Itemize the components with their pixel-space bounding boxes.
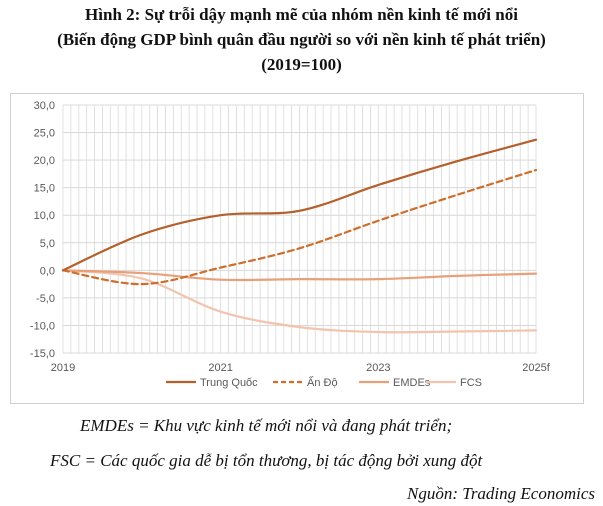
figure-title: Hình 2: Sự trỗi dậy mạnh mẽ của nhóm nền… xyxy=(0,2,603,77)
series-line-fcs xyxy=(61,269,538,334)
legend-label-emdes: EMDEs xyxy=(393,377,431,389)
legend-label-an-do: Ấn Độ xyxy=(307,376,338,389)
x-tick-label: 2023 xyxy=(366,362,390,374)
y-tick-label: 15,0 xyxy=(34,183,55,195)
y-tick-label: 0,0 xyxy=(40,265,55,277)
x-tick-label: 2021 xyxy=(208,362,232,374)
legend-label-trung-quoc: Trung Quốc xyxy=(200,377,258,389)
series-line-trung-quoc xyxy=(61,138,538,272)
y-tick-label: 20,0 xyxy=(34,155,55,167)
legend-label-fcs: FCS xyxy=(460,377,482,389)
series-line-emdes xyxy=(61,269,538,282)
y-tick-label: -5,0 xyxy=(36,293,55,305)
line-chart: 30,0 25,0 20,0 15,0 10,0 5,0 0,0 -5,0 -10,0 -15,0… xyxy=(30,100,551,389)
source-note: Nguồn: Trading Economics xyxy=(407,484,595,503)
x-tick-label: 2025f xyxy=(522,362,550,374)
chart-frame: 30,0 25,0 20,0 15,0 10,0 5,0 0,0 -5,0 -10,0 -15,0… xyxy=(10,93,584,404)
figure-title-line-1: Hình 2: Sự trỗi dậy mạnh mẽ của nhóm nền… xyxy=(85,5,518,24)
y-tick-label: 30,0 xyxy=(34,100,55,112)
note-emdes: EMDEs = Khu vực kinh tế mới nổi và đang … xyxy=(80,416,453,435)
x-tick-label: 2019 xyxy=(51,362,75,374)
note-fcs: FSC = Các quốc gia dễ bị tổn thương, bị … xyxy=(50,451,483,470)
y-tick-label: 10,0 xyxy=(34,210,55,222)
figure-title-line-2: (Biến động GDP bình quân đầu người so vớ… xyxy=(57,30,546,49)
y-tick-label: -15,0 xyxy=(30,348,55,360)
series-line-an-do xyxy=(61,168,538,286)
y-tick-label: 5,0 xyxy=(40,238,55,250)
figure-title-line-3: (2019=100) xyxy=(261,55,342,74)
y-tick-label: 25,0 xyxy=(34,128,55,140)
y-tick-label: -10,0 xyxy=(30,320,55,332)
